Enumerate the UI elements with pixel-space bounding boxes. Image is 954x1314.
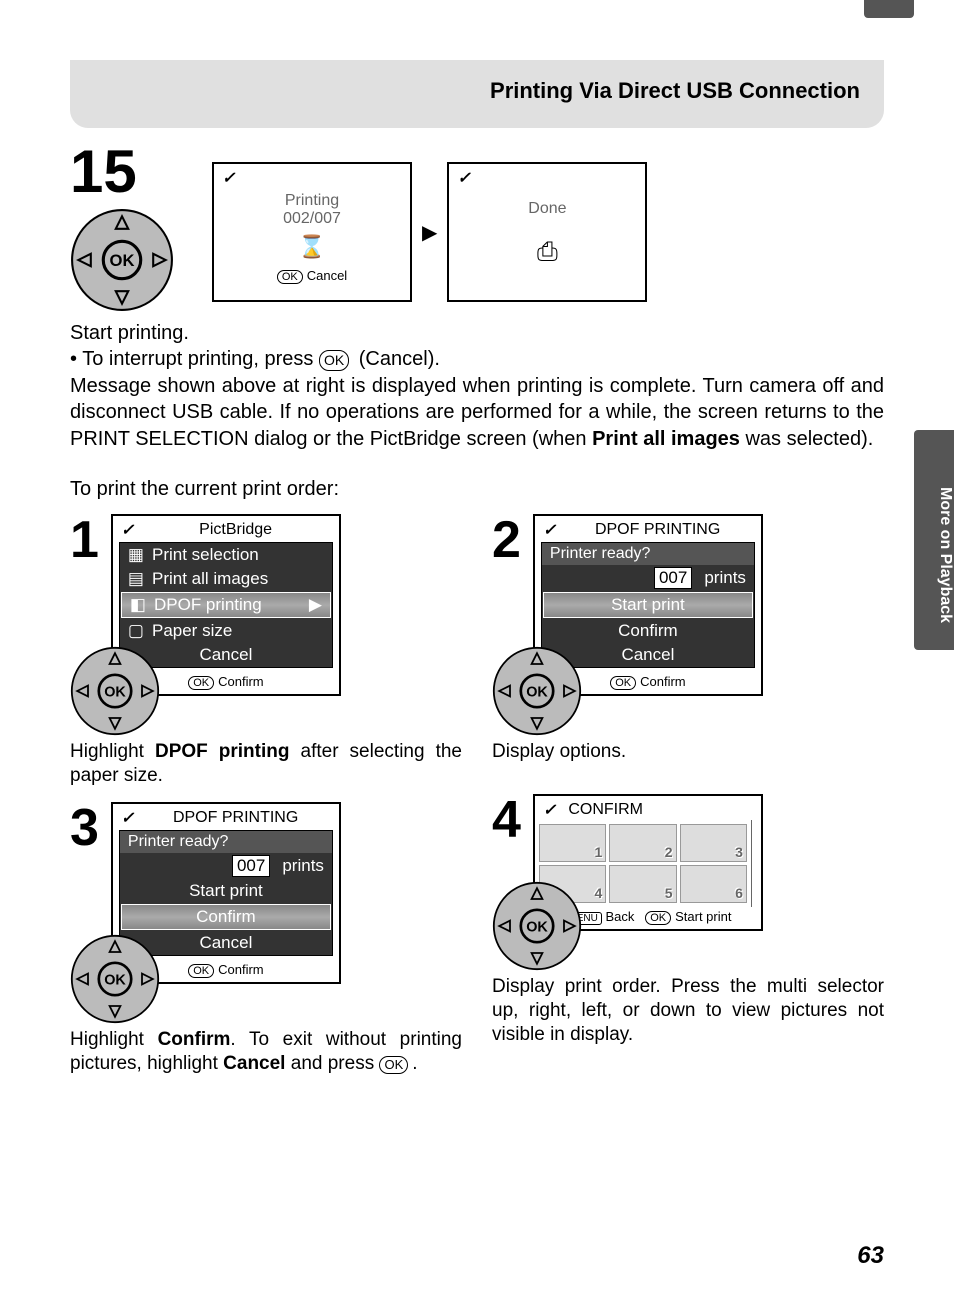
step1-caption: Highlight DPOF printing after selecting … [70,740,462,788]
page-header: Printing Via Direct USB Connection [70,60,884,128]
cancel-label: Cancel [307,268,347,283]
step4-caption: Display print order. Press the multi sel… [492,975,884,1046]
dpad-icon: OK [70,934,160,1024]
arrow-right-icon: ▶ [422,220,437,245]
printing-label: Printing [214,192,410,210]
step3-caption: Highlight Confirm. To exit without print… [70,1028,462,1076]
icon-all: ▤ [128,569,144,589]
lcd-done: ✓ Done ⎙ [447,162,647,302]
step-number-2: 2 [492,514,521,566]
svg-text:OK: OK [110,251,135,270]
printer-icon: ⎙ [449,236,645,268]
dpof-title: DPOF PRINTING [140,809,331,827]
step-number-15: 15 [70,142,200,202]
icon-sel: ▦ [128,545,144,565]
step-number-1: 1 [70,514,99,566]
step2-caption: Display options. [492,740,884,764]
step-number-3: 3 [70,802,99,854]
printing-count: 002/007 [214,210,410,228]
done-label: Done [449,200,645,218]
side-tab: More on Playback [914,430,954,650]
pictbridge-title: PictBridge [140,521,331,539]
dpad-icon: OK [492,881,582,971]
svg-text:OK: OK [104,972,126,988]
header-title: Printing Via Direct USB Connection [94,78,860,104]
scrollbar [751,820,761,907]
dpad-icon: OK [492,646,582,736]
hourglass-icon: ⌛ [214,234,410,260]
intro-print-order: To print the current print order: [70,476,884,502]
lcd-printing: ✓ Printing 002/007 ⌛ OKCancel [212,162,412,302]
step15-body: Start printing. • To interrupt printing,… [70,320,884,452]
step-number-4: 4 [492,794,521,846]
svg-text:OK: OK [526,919,548,935]
dpad-icon: OK [70,208,174,312]
svg-text:OK: OK [104,685,126,701]
icon-dpof: ◧ [130,595,146,615]
svg-text:OK: OK [526,685,548,701]
icon-paper: ▢ [128,621,144,641]
page-number: 63 [857,1242,884,1270]
dpad-icon: OK [70,646,160,736]
top-tab [864,0,914,18]
